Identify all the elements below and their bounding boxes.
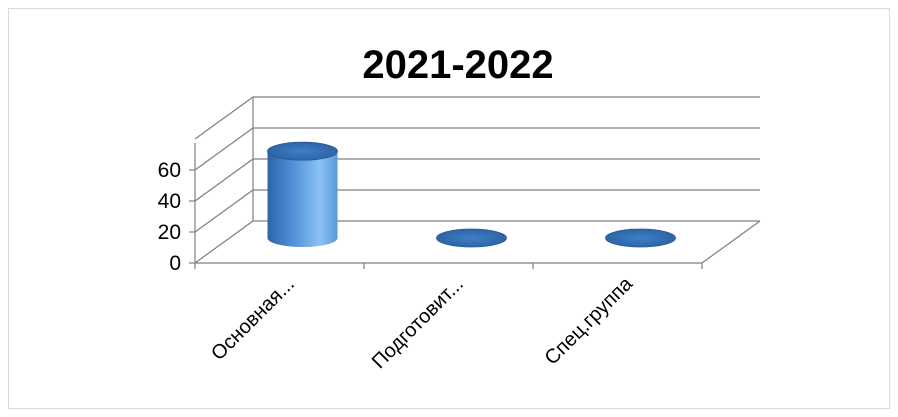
category-label: Подготовит...: [368, 273, 468, 373]
axis-layer: [189, 143, 761, 269]
bar-top: [605, 228, 676, 248]
y-tick-labels: 0 20 40 60: [158, 159, 181, 275]
y-tick-label: 0: [169, 252, 181, 275]
grid-layer: [194, 96, 760, 264]
y-tick-label: 60: [158, 159, 181, 182]
bar: [605, 228, 676, 248]
floor-right-edge: [701, 220, 761, 264]
bar: [436, 228, 507, 248]
bar: [267, 141, 338, 247]
bars: [267, 141, 676, 248]
bar-top: [436, 228, 507, 248]
bar-body: [267, 151, 338, 247]
y-tick-label: 20: [158, 221, 181, 244]
y-tick-label: 40: [158, 190, 181, 213]
category-label: Спец.группа: [541, 272, 638, 369]
bar-top: [267, 141, 338, 161]
category-label: Основная...: [207, 273, 299, 365]
gridline: [194, 96, 760, 140]
chart-frame: [8, 8, 890, 409]
category-labels: Основная... Подготовит... Спец.группа: [207, 272, 638, 373]
chart-title: 2021-2022: [362, 43, 553, 87]
